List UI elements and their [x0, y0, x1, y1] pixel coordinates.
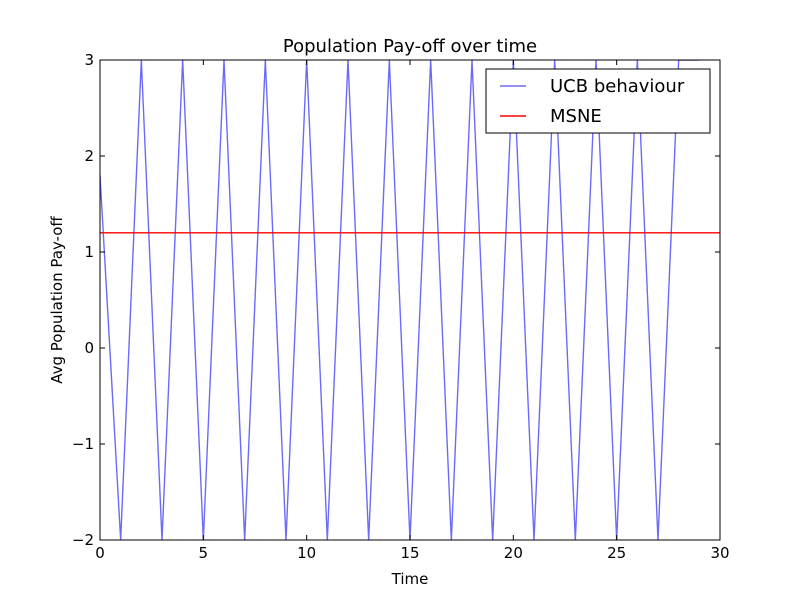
y-tick-label: −2	[72, 531, 94, 549]
x-tick-label: 15	[400, 544, 419, 562]
x-tick-label: 20	[504, 544, 523, 562]
y-tick-label: 0	[84, 339, 94, 357]
x-tick-label: 10	[297, 544, 316, 562]
legend-label: MSNE	[550, 106, 602, 127]
y-tick-label: −1	[72, 435, 94, 453]
y-tick-label: 2	[84, 147, 94, 165]
x-tick-label: 5	[199, 544, 209, 562]
chart-title: Population Pay-off over time	[283, 36, 537, 57]
legend-box	[485, 68, 711, 134]
x-tick-label: 30	[710, 544, 729, 562]
series-line-ucb-behaviour	[100, 60, 700, 540]
series-lines	[100, 60, 720, 540]
y-tick-label: 1	[84, 243, 94, 261]
legend: UCB behaviour MSNE	[485, 68, 711, 134]
x-tick-label: 25	[607, 544, 626, 562]
y-tick-label: 3	[84, 51, 94, 69]
legend-label: UCB behaviour	[550, 76, 685, 97]
x-axis-label: Time	[391, 570, 429, 588]
x-tick-label: 0	[95, 544, 105, 562]
axis-ticks: 0 5 10 15 20 25 30 −2 −1 0 1 2 3	[72, 51, 730, 562]
y-axis-label: Avg Population Pay-off	[48, 216, 66, 384]
